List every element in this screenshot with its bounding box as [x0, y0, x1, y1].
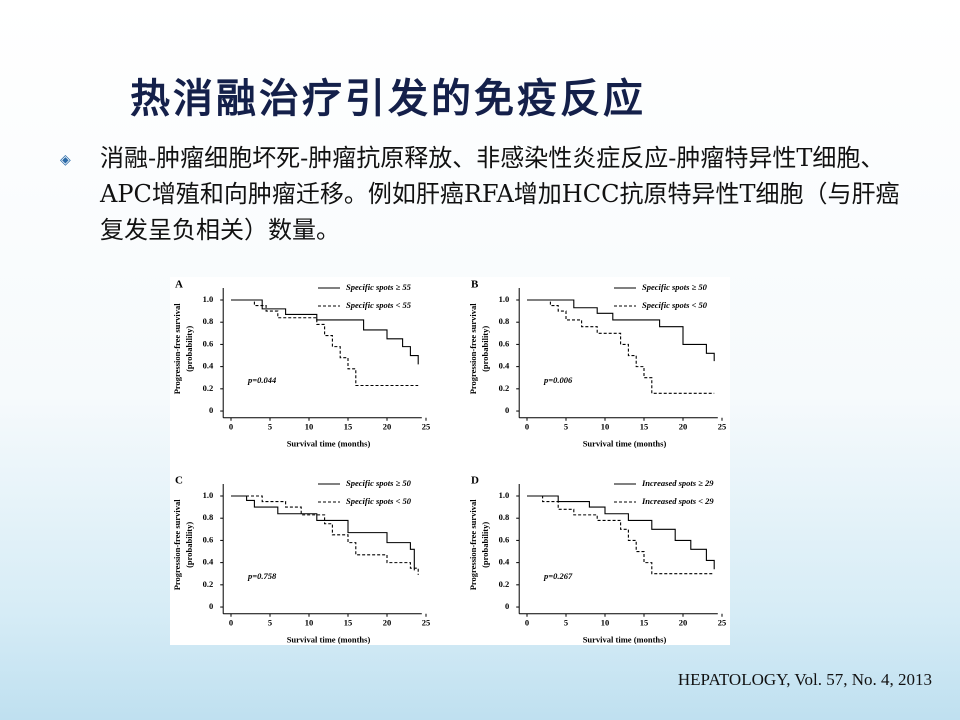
- survival-curve: [527, 299, 715, 362]
- x-tick-label: 0: [229, 618, 233, 628]
- survival-curve: [527, 495, 715, 575]
- y-axis-label: (probability): [184, 522, 194, 568]
- x-tick-label: 0: [229, 422, 233, 432]
- x-tick-label: 10: [601, 422, 610, 432]
- x-tick-label: 15: [640, 618, 649, 628]
- y-tick-label: 0.2: [203, 383, 214, 393]
- chart: 0 0.2 0.4 0.6 0.8 1.0 0 5 10 15 20 25 Survival time …: [468, 279, 727, 449]
- citation: HEPATOLOGY, Vol. 57, No. 4, 2013: [677, 670, 932, 689]
- y-axis-label: Progression-free survival: [468, 499, 478, 591]
- y-axis-label: (probability): [184, 326, 194, 372]
- chart: 0 0.2 0.4 0.6 0.8 1.0 0 5 10 15 20 25 Survival time …: [172, 279, 431, 449]
- y-tick-label: 0.2: [499, 579, 510, 589]
- y-tick-label: 0: [505, 601, 509, 611]
- x-tick-label: 25: [422, 422, 431, 432]
- chart: 0 0.2 0.4 0.6 0.8 1.0 0 5 10 15 20 25 Survival time …: [468, 475, 727, 645]
- p-value: p=0.267: [543, 571, 573, 581]
- y-tick-label: 0.2: [203, 579, 214, 589]
- p-value: p=0.758: [247, 571, 277, 581]
- figure: 0 0.2 0.4 0.6 0.8 1.0 0 5 10 15 20 25 Survival time …: [170, 277, 730, 645]
- y-tick-label: 0.6: [499, 338, 510, 348]
- y-tick-label: 0.8: [203, 316, 214, 326]
- y-tick-label: 0.6: [499, 534, 510, 544]
- y-tick-label: 0.4: [203, 361, 214, 371]
- panel-label: C: [175, 475, 183, 487]
- y-axis-label: Progression-free survival: [172, 499, 182, 591]
- y-tick-label: 0.8: [203, 512, 214, 522]
- x-axis-label: Survival time (months): [583, 635, 667, 645]
- x-tick-label: 5: [564, 618, 568, 628]
- legend-label: Specific spots < 50: [642, 300, 708, 310]
- y-axis-label: (probability): [480, 522, 490, 568]
- x-tick-label: 5: [268, 422, 272, 432]
- x-tick-label: 15: [344, 618, 353, 628]
- x-axis-label: Survival time (months): [287, 635, 371, 645]
- x-tick-label: 25: [718, 618, 727, 628]
- y-tick-label: 0.6: [203, 338, 214, 348]
- x-tick-label: 20: [679, 422, 688, 432]
- bullet-icon: ◈: [60, 152, 71, 168]
- x-tick-label: 15: [640, 422, 649, 432]
- panel-label: A: [175, 279, 183, 291]
- y-tick-label: 1.0: [203, 490, 214, 500]
- survival-curve: [231, 299, 419, 387]
- legend-label: Specific spots ≥ 55: [346, 282, 412, 292]
- y-axis-label: Progression-free survival: [172, 303, 182, 395]
- x-axis-label: Survival time (months): [583, 439, 667, 449]
- x-tick-label: 25: [718, 422, 727, 432]
- x-tick-label: 15: [344, 422, 353, 432]
- y-tick-label: 0.2: [499, 383, 510, 393]
- y-tick-label: 0.4: [499, 557, 510, 567]
- y-axis-label: (probability): [480, 326, 490, 372]
- x-tick-label: 10: [601, 618, 610, 628]
- y-tick-label: 0.8: [499, 512, 510, 522]
- y-axis-label: Progression-free survival: [468, 303, 478, 395]
- survival-curve: [231, 495, 419, 575]
- legend-label: Increased spots < 29: [641, 496, 714, 506]
- survival-curve: [527, 495, 715, 570]
- y-tick-label: 1.0: [203, 294, 214, 304]
- y-tick-label: 0: [505, 405, 509, 415]
- x-tick-label: 20: [679, 618, 688, 628]
- x-tick-label: 5: [564, 422, 568, 432]
- x-tick-label: 20: [383, 422, 392, 432]
- x-tick-label: 25: [422, 618, 431, 628]
- y-tick-label: 0.4: [499, 361, 510, 371]
- y-tick-label: 0.4: [203, 557, 214, 567]
- panel-label: B: [471, 279, 479, 291]
- slide-title: 热消融治疗引发的免疫反应: [130, 75, 646, 122]
- y-tick-label: 1.0: [499, 490, 510, 500]
- x-tick-label: 0: [525, 422, 529, 432]
- y-tick-label: 0: [209, 405, 213, 415]
- survival-curve: [231, 299, 419, 365]
- panel-label: D: [471, 475, 479, 487]
- x-tick-label: 10: [305, 618, 314, 628]
- survival-curve: [527, 299, 715, 394]
- legend-label: Specific spots < 50: [346, 496, 412, 506]
- x-tick-label: 20: [383, 618, 392, 628]
- x-tick-label: 5: [268, 618, 272, 628]
- x-tick-label: 0: [525, 618, 529, 628]
- p-value: p=0.044: [247, 375, 276, 385]
- legend-label: Specific spots ≥ 50: [346, 478, 412, 488]
- legend-label: Increased spots ≥ 29: [641, 478, 714, 488]
- x-axis-label: Survival time (months): [287, 439, 371, 449]
- y-tick-label: 0.8: [499, 316, 510, 326]
- survival-curve: [231, 495, 415, 571]
- y-tick-label: 0: [209, 601, 213, 611]
- bullet-text: 消融-肿瘤细胞坏死-肿瘤抗原释放、非感染性炎症反应-肿瘤特异性T细胞、APC增殖…: [100, 144, 900, 244]
- p-value: p=0.006: [543, 375, 573, 385]
- y-tick-label: 0.6: [203, 534, 214, 544]
- chart: 0 0.2 0.4 0.6 0.8 1.0 0 5 10 15 20 25 Survival time …: [172, 475, 431, 645]
- legend-label: Specific spots ≥ 50: [642, 282, 708, 292]
- legend-label: Specific spots < 55: [346, 300, 412, 310]
- y-tick-label: 1.0: [499, 294, 510, 304]
- x-tick-label: 10: [305, 422, 314, 432]
